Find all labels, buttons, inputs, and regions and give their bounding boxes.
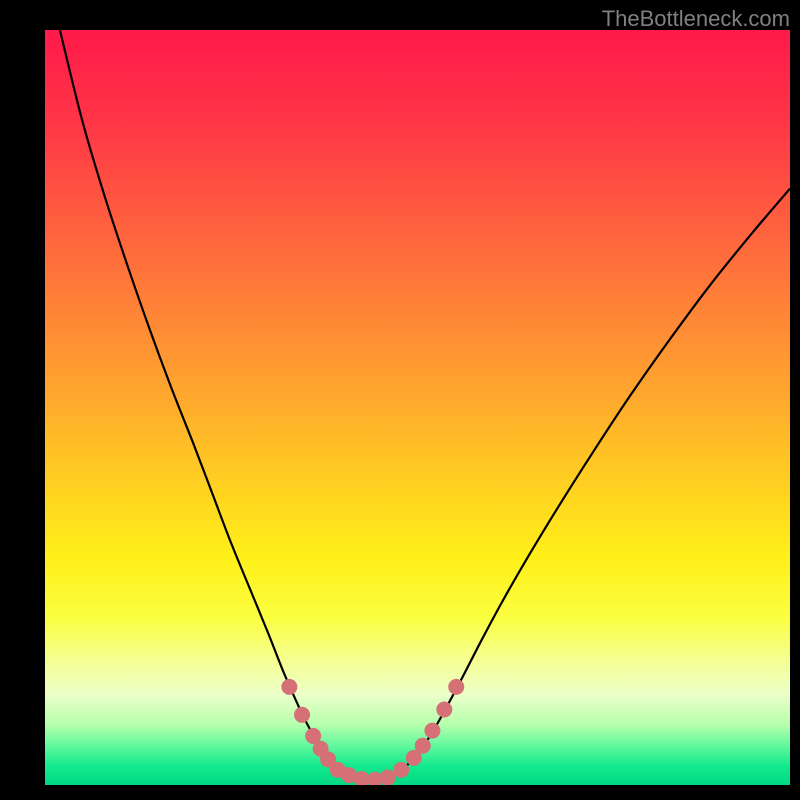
watermark-text: TheBottleneck.com <box>602 6 790 32</box>
curve-marker <box>436 702 452 718</box>
curve-marker <box>393 762 409 778</box>
canvas-root: TheBottleneck.com <box>0 0 800 800</box>
curve-marker <box>294 707 310 723</box>
curve-marker <box>415 738 431 754</box>
curve-marker <box>424 723 440 739</box>
curve-marker <box>281 679 297 695</box>
plot-background <box>45 30 790 785</box>
chart-svg <box>0 0 800 800</box>
curve-marker <box>380 769 396 785</box>
curve-marker <box>448 679 464 695</box>
